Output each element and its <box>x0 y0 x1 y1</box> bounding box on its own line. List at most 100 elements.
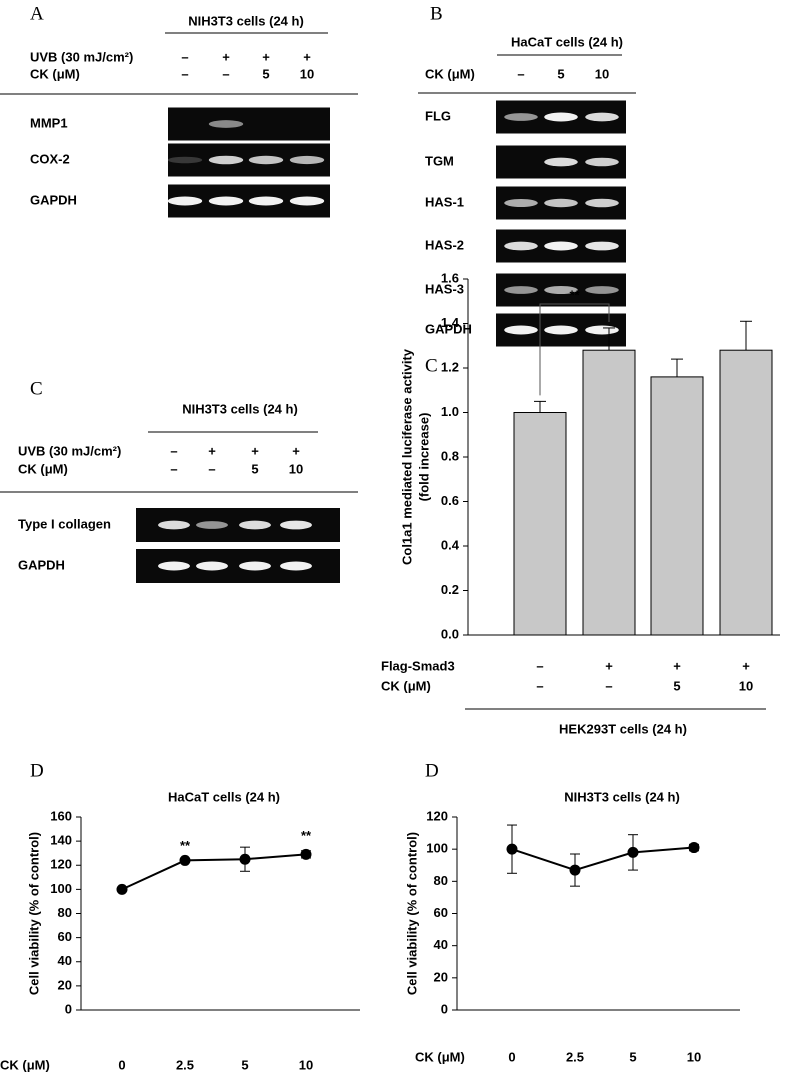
y-tick-label: 0.4 <box>441 537 460 552</box>
panel-letter: A <box>30 3 44 24</box>
condition-value: – <box>208 461 215 476</box>
condition-value: + <box>222 49 230 64</box>
gel-band <box>208 155 244 165</box>
y-tick-label: 160 <box>50 808 72 823</box>
y-tick-label: 40 <box>434 937 448 952</box>
condition-value: 5 <box>557 66 564 81</box>
condition-value: + <box>262 49 270 64</box>
chart-title: HaCaT cells (24 h) <box>168 789 280 804</box>
gel-band <box>544 198 578 208</box>
bar <box>513 412 567 636</box>
condition-value: 10 <box>595 66 609 81</box>
x-axis-label: CK (μM) <box>0 1057 50 1072</box>
x-tick-label: 2.5 <box>176 1057 194 1072</box>
gel-band <box>585 112 619 122</box>
x-tick-label: 0 <box>508 1049 515 1064</box>
y-axis-label: Cell viability (% of control) <box>404 832 419 995</box>
gel-band <box>504 198 538 208</box>
gel-band <box>504 325 538 335</box>
condition-value: – <box>536 658 543 673</box>
x-axis-label: CK (μM) <box>415 1049 465 1064</box>
y-tick-label: 1.4 <box>441 315 460 330</box>
point <box>506 843 518 855</box>
gel-band <box>504 113 538 121</box>
y-axis-label: (fold increase) <box>416 413 431 502</box>
gel-band <box>196 521 228 529</box>
point <box>239 853 251 865</box>
band-label: HAS-1 <box>425 194 464 209</box>
y-axis-label: Cell viability (% of control) <box>26 832 41 995</box>
y-tick-label: 1.2 <box>441 359 459 374</box>
significance-label: ** <box>569 287 580 302</box>
gel-band <box>504 286 538 294</box>
condition-label: UVB (30 mJ/cm²) <box>18 443 121 458</box>
significance-label: ** <box>180 838 191 853</box>
condition-value: 5 <box>251 461 258 476</box>
y-tick-label: 40 <box>58 953 72 968</box>
band-label: COX-2 <box>30 151 70 166</box>
gel-band <box>158 520 190 530</box>
y-tick-label: 0.6 <box>441 493 459 508</box>
line <box>511 846 695 872</box>
band-label: HAS-3 <box>425 281 464 296</box>
condition-value: 10 <box>739 678 753 693</box>
condition-label: CK (μM) <box>30 66 80 81</box>
band-label: FLG <box>425 108 451 123</box>
line <box>121 853 307 891</box>
band-label: MMP1 <box>30 115 68 130</box>
y-tick-label: 100 <box>50 881 72 896</box>
y-tick-label: 80 <box>434 873 448 888</box>
y-tick-label: 140 <box>50 833 72 848</box>
gel-band <box>585 286 619 294</box>
gel-band <box>504 241 538 251</box>
gel-band <box>544 285 578 295</box>
band-label: HAS-2 <box>425 237 464 252</box>
y-tick-label: 1.0 <box>441 404 459 419</box>
condition-label: CK (μM) <box>18 461 68 476</box>
condition-value: 5 <box>262 66 269 81</box>
panel-letter: D <box>425 760 439 781</box>
point <box>569 864 581 876</box>
condition-value: – <box>222 66 229 81</box>
y-tick-label: 100 <box>426 841 448 856</box>
condition-value: + <box>742 658 750 673</box>
gel-band <box>585 198 619 208</box>
gel-band <box>239 561 271 571</box>
bar <box>650 376 704 636</box>
condition-value: + <box>208 443 216 458</box>
x-tick-label: 5 <box>629 1049 636 1064</box>
y-tick-label: 120 <box>426 808 448 823</box>
y-tick-label: 60 <box>58 929 72 944</box>
condition-label: Flag-Smad3 <box>381 658 455 673</box>
condition-value: – <box>517 66 524 81</box>
gel-band <box>289 196 325 206</box>
point <box>300 848 312 860</box>
y-tick-label: 0 <box>65 1001 72 1016</box>
condition-value: + <box>251 443 259 458</box>
gel-band <box>289 155 325 165</box>
chart-title: NIH3T3 cells (24 h) <box>564 789 680 804</box>
gel-band <box>167 156 203 164</box>
panel-letter: D <box>30 760 44 781</box>
gel-band <box>585 241 619 251</box>
y-tick-label: 0.8 <box>441 448 459 463</box>
blot-title: HaCaT cells (24 h) <box>511 34 623 49</box>
point <box>116 883 128 895</box>
condition-label: CK (μM) <box>425 66 475 81</box>
x-tick-label: 5 <box>241 1057 248 1072</box>
band-label: Type I collagen <box>18 516 111 531</box>
condition-value: 5 <box>673 678 680 693</box>
condition-value: – <box>181 49 188 64</box>
comparison-bracket <box>539 303 610 396</box>
condition-value: 10 <box>289 461 303 476</box>
gel-band <box>208 196 244 206</box>
condition-value: + <box>673 658 681 673</box>
condition-label: UVB (30 mJ/cm²) <box>30 49 133 64</box>
band-label: TGM <box>425 153 454 168</box>
gel-band <box>544 157 578 167</box>
blot-title: NIH3T3 cells (24 h) <box>182 401 298 416</box>
x-tick-label: 10 <box>299 1057 313 1072</box>
gel-band <box>248 155 284 165</box>
y-tick-label: 20 <box>434 969 448 984</box>
